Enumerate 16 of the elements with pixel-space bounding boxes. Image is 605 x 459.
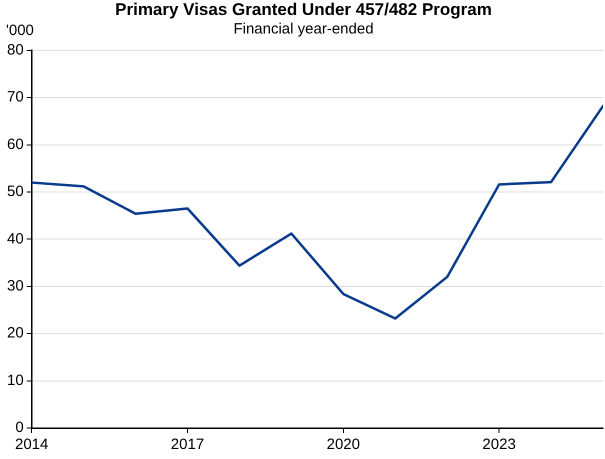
x-tick-label: 2014	[14, 436, 48, 454]
chart-subtitle: Financial year-ended	[233, 20, 374, 38]
y-axis-title: '000	[6, 22, 34, 40]
x-tick-label: 2020	[326, 436, 360, 454]
y-tick-label: 0	[15, 419, 24, 436]
y-tick-label: 40	[6, 230, 24, 248]
y-tick-label: 60	[6, 136, 24, 153]
chart-title: Primary Visas Granted Under 457/482 Program	[115, 0, 492, 19]
y-tick-label: 30	[6, 278, 24, 295]
x-tick-label: 2017	[170, 436, 204, 454]
y-tick-label: 10	[6, 372, 24, 389]
y-tick-label: 50	[6, 183, 24, 200]
y-tick-label: 80	[6, 42, 24, 59]
x-tick-label: 2023	[482, 436, 516, 454]
y-tick-label: 20	[6, 324, 24, 342]
y-tick-label: 70	[6, 88, 24, 106]
